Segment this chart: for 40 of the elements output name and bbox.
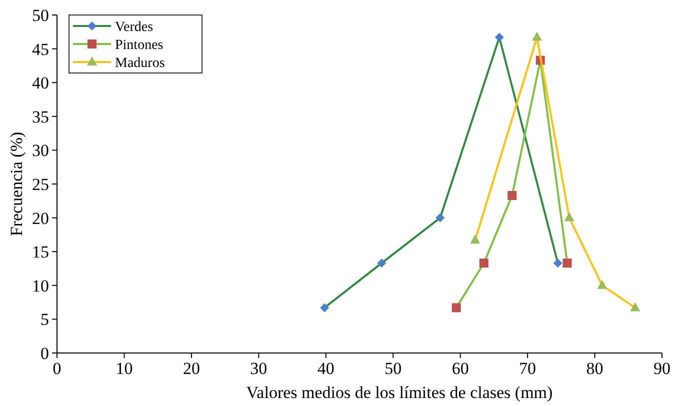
x-tick-label: 30	[250, 359, 268, 378]
y-tick-label: 15	[32, 242, 49, 262]
y-tick-label: 25	[32, 175, 49, 194]
point	[553, 258, 562, 268]
legend-label: Verdes	[115, 20, 154, 35]
point	[630, 302, 640, 312]
x-tick-label: 20	[182, 359, 200, 378]
x-tick-label: 70	[519, 359, 536, 378]
y-tick-label: 10	[32, 276, 49, 296]
point	[562, 258, 572, 268]
x-tick-label: 0	[52, 359, 62, 378]
y-tick-label: 45	[32, 40, 49, 59]
x-axis-title: Valores medios de los límites de clases (mm)	[246, 383, 553, 402]
x-tick-label: 60	[452, 359, 469, 378]
point	[597, 280, 608, 289]
point	[436, 213, 445, 222]
point	[320, 303, 330, 312]
x-tick-label: 10	[116, 359, 133, 378]
legend-label: Maduros	[115, 56, 165, 71]
x-tick-label: 80	[586, 359, 604, 378]
y-tick-label: 20	[32, 208, 49, 228]
x-tick-label: 40	[317, 359, 334, 378]
point	[532, 32, 542, 41]
point	[452, 303, 461, 312]
legend-label: Pintones	[115, 38, 164, 53]
y-tick-label: 30	[32, 141, 49, 160]
y-tick-label: 40	[32, 74, 49, 93]
y-tick-label: 35	[32, 107, 49, 126]
y-axis-title: Frecuencia (%)	[7, 132, 26, 236]
point	[564, 212, 574, 222]
point	[377, 258, 386, 268]
y-tick-label: 5	[40, 310, 49, 330]
y-tick-label: 50	[32, 6, 49, 25]
point	[479, 258, 488, 268]
point	[494, 32, 504, 42]
x-tick-label: 90	[654, 359, 670, 378]
x-tick-label: 50	[384, 359, 402, 378]
point	[470, 234, 480, 244]
y-tick-label: 0	[40, 344, 49, 363]
point	[508, 190, 517, 200]
